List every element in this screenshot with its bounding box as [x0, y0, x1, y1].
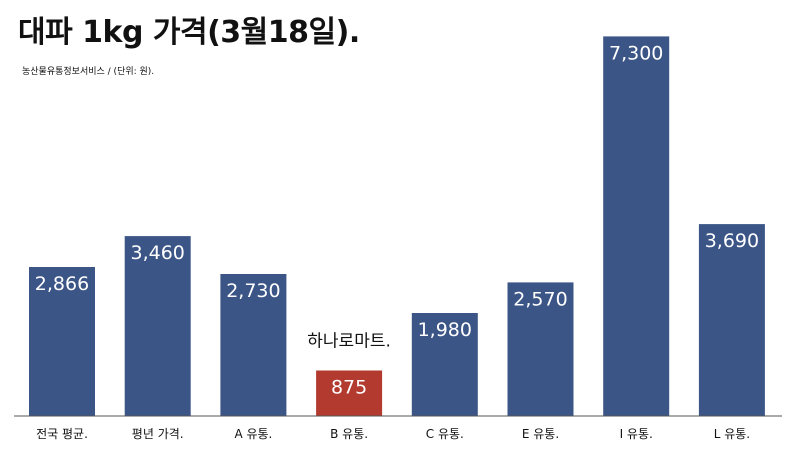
bar	[507, 282, 574, 416]
bar-value-label: 3,690	[705, 230, 759, 252]
bar-value-label: 1,980	[418, 319, 472, 341]
category-label: B 유통.	[330, 427, 368, 441]
bar-value-label: 3,460	[130, 242, 184, 264]
bar	[29, 267, 95, 416]
category-label: E 유통.	[522, 427, 559, 441]
bar	[411, 313, 478, 416]
chart-subtitle: 농산물유통정보서비스 / (단위: 원).	[22, 67, 155, 77]
bar-value-label: 2,866	[35, 273, 89, 295]
bar	[316, 370, 383, 416]
category-label: 전국 평균.	[36, 427, 88, 441]
bar	[220, 274, 287, 416]
bar	[124, 236, 191, 416]
bar-annotation: 하나로마트.	[307, 332, 391, 352]
category-label: L 유통.	[714, 427, 750, 441]
category-label: C 유통.	[426, 427, 464, 441]
chart-title: 대파 1kg 가격(3월18일).	[18, 15, 360, 50]
category-label: A 유통.	[234, 427, 272, 441]
category-label: I 유통.	[620, 427, 653, 441]
bar-value-label: 875	[331, 377, 367, 399]
bar	[603, 36, 670, 417]
bar	[698, 224, 765, 416]
bar-value-label: 2,570	[513, 288, 567, 310]
category-label: 평년 가격.	[132, 427, 184, 441]
bar-value-label: 7,300	[609, 42, 663, 64]
bar-value-label: 2,730	[226, 280, 280, 302]
